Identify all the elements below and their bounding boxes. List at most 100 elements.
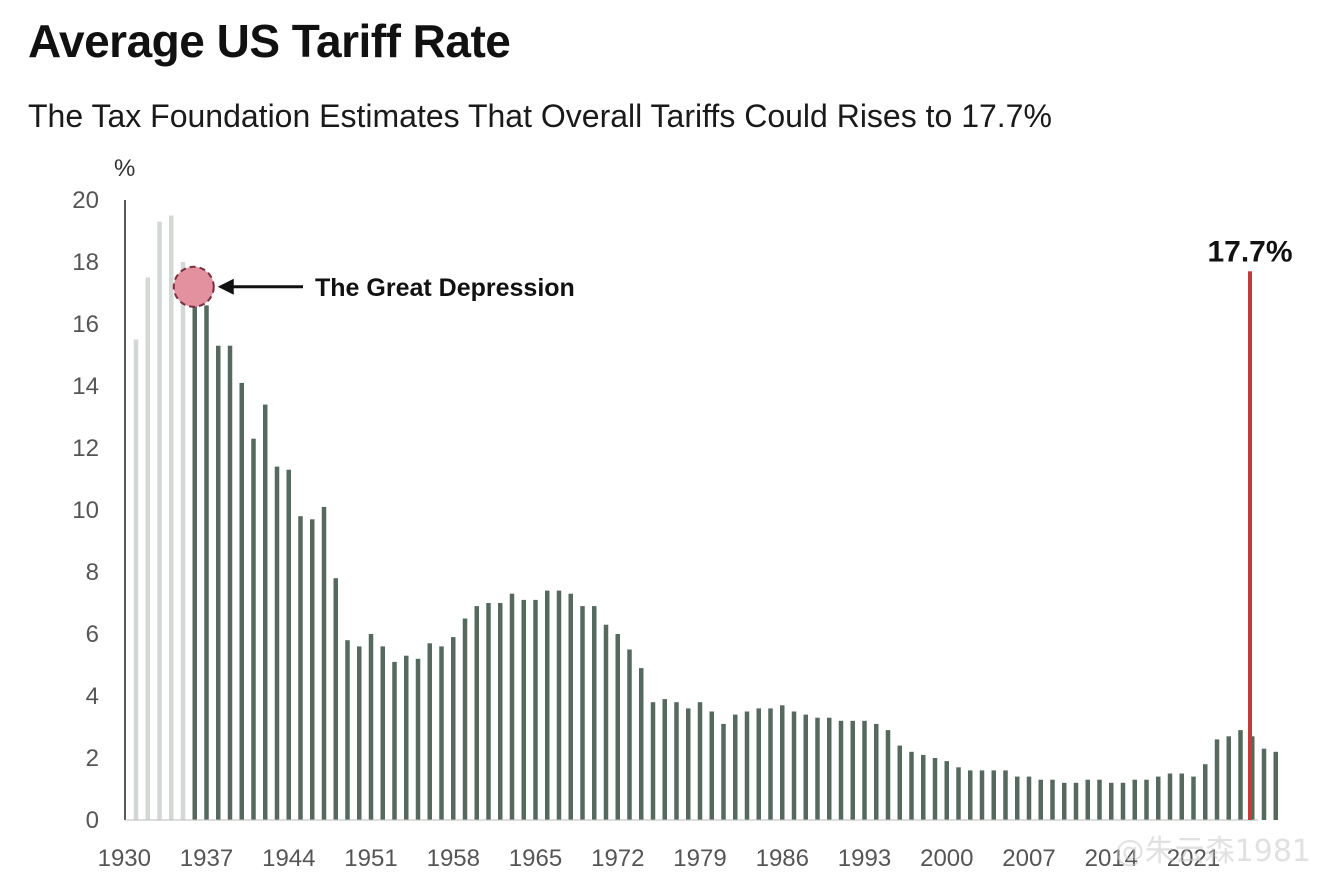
bar-1979 [697, 702, 703, 820]
chart-title: Average US Tariff Rate [28, 15, 511, 67]
x-tick-label: 1944 [262, 845, 315, 872]
x-tick-label: 1986 [756, 845, 809, 872]
bar-2005 [1003, 770, 1008, 820]
bar-1982 [733, 714, 738, 820]
y-tick-label: 10 [72, 497, 99, 524]
x-tick-label: 2014 [1085, 845, 1138, 872]
bar-2013 [1097, 779, 1102, 820]
bar-2004 [991, 770, 996, 820]
bar-1961 [486, 603, 491, 820]
bar-1939 [227, 345, 233, 820]
bar-2008 [1038, 779, 1043, 820]
bar-2006 [1015, 776, 1020, 820]
bar-1950 [357, 646, 362, 820]
bar-1933 [157, 221, 162, 820]
bar-1999 [932, 758, 938, 820]
chart-subtitle: The Tax Foundation Estimates That Overal… [28, 98, 1052, 134]
x-tick-label: 1951 [344, 845, 397, 872]
bar-1972 [615, 634, 620, 820]
bar-1963 [509, 593, 515, 820]
bar-1993 [862, 720, 867, 820]
bar-1951 [368, 634, 374, 820]
bar-2020 [1179, 773, 1184, 820]
bar-1952 [380, 646, 385, 820]
y-tick-label: 14 [72, 373, 99, 400]
bar-1943 [274, 466, 280, 820]
bar-1989 [815, 717, 820, 820]
bar-1983 [744, 711, 750, 820]
bar-1969 [580, 606, 585, 820]
bar-1931 [133, 339, 139, 820]
bar-1980 [709, 711, 714, 820]
bar-1970 [592, 606, 597, 820]
bar-1997 [909, 751, 914, 820]
y-axis-ticks: 0 2 4 6 8 10 12 14 16 18 20 [72, 187, 99, 834]
bar-1965 [533, 599, 538, 820]
bar-1946 [310, 519, 315, 820]
x-tick-label: 1993 [838, 845, 891, 872]
bar-1947 [321, 506, 327, 820]
y-tick-label: 2 [86, 745, 99, 772]
annotation-text: The Great Depression [315, 274, 575, 302]
y-axis-label: % [114, 155, 135, 182]
bar-1990 [827, 717, 832, 820]
y-tick-label: 0 [86, 807, 99, 834]
bar-1971 [603, 624, 609, 820]
bar-1987 [791, 711, 797, 820]
bar-group [133, 215, 1278, 820]
x-tick-label: 2007 [1002, 845, 1055, 872]
bar-1932 [145, 277, 150, 820]
x-tick-label: 2021 [1167, 845, 1220, 872]
bar-2012 [1085, 779, 1090, 820]
y-tick-label: 4 [86, 683, 99, 710]
bar-1962 [498, 603, 503, 820]
bar-1953 [392, 661, 397, 820]
x-tick-label: 1979 [673, 845, 726, 872]
bar-2028 [1273, 751, 1278, 820]
bar-1934 [169, 215, 174, 820]
bar-1974 [639, 668, 644, 820]
bar-2000 [944, 761, 949, 820]
bar-1935 [180, 262, 186, 820]
bar-1941 [251, 438, 256, 820]
x-tick-label: 1965 [509, 845, 562, 872]
x-tick-label: 1930 [98, 845, 151, 872]
bar-1942 [263, 404, 268, 820]
bar-2001 [956, 767, 961, 820]
bar-2010 [1062, 782, 1067, 820]
bar-1958 [451, 637, 456, 820]
x-tick-label: 1958 [427, 845, 480, 872]
y-tick-label: 12 [72, 435, 99, 462]
bar-2024 [1226, 736, 1231, 820]
bar-1977 [674, 702, 679, 820]
x-axis-ticks: 1930 1937 1944 1951 1958 1965 1972 1979 1986 1993… [98, 845, 1221, 872]
bar-2022 [1203, 764, 1208, 820]
bar-1976 [662, 699, 667, 820]
y-tick-label: 16 [72, 311, 99, 338]
bar-1949 [345, 640, 350, 820]
bar-2011 [1073, 782, 1079, 820]
bar-1955 [415, 658, 421, 820]
bar-2018 [1156, 776, 1161, 820]
bar-1991 [838, 720, 844, 820]
bar-1938 [216, 345, 221, 820]
bar-1960 [474, 606, 479, 820]
bar-2003 [979, 770, 985, 820]
bar-2017 [1144, 779, 1149, 820]
bar-2002 [968, 770, 973, 820]
bar-1945 [298, 516, 303, 820]
bar-1966 [545, 590, 550, 820]
bar-1967 [556, 590, 562, 820]
bar-2021 [1191, 776, 1196, 820]
bar-1959 [462, 618, 468, 820]
bar-1975 [650, 702, 656, 820]
highlight-bar [1248, 271, 1252, 820]
bar-1996 [897, 745, 902, 820]
watermark: @朱云森1981 [1114, 834, 1311, 869]
bar-1957 [439, 646, 444, 820]
bar-2019 [1167, 773, 1173, 820]
bar-1978 [686, 708, 691, 820]
bar-1937 [204, 305, 209, 820]
bar-2007 [1026, 776, 1032, 820]
bar-1994 [874, 723, 879, 820]
